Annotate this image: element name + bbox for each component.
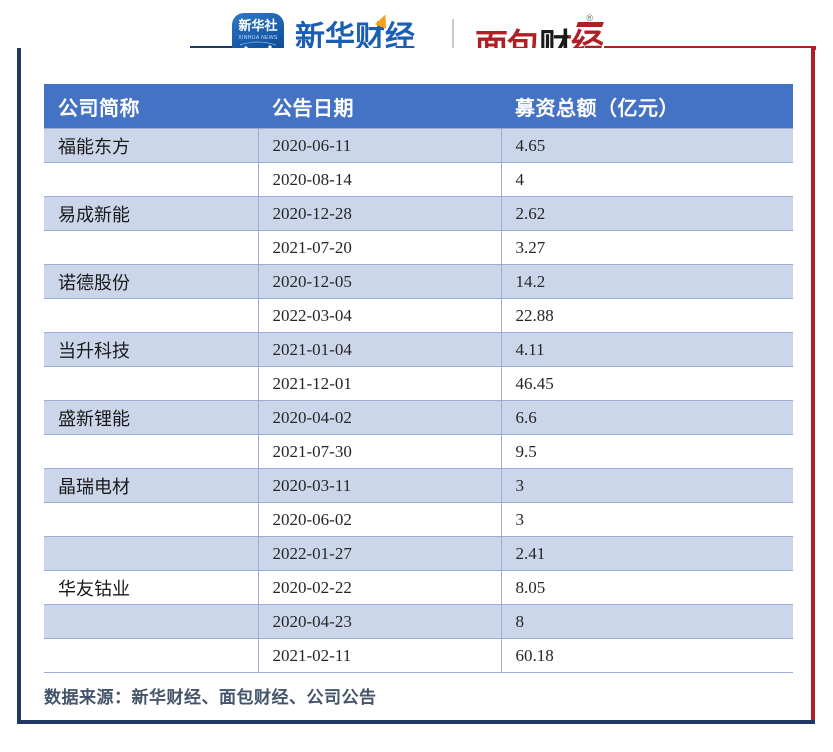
cell-company-name: 盛新锂能 (44, 400, 259, 435)
cell-announcement-date: 2021-07-20 (258, 230, 502, 265)
cell-announcement-date: 2020-12-28 (258, 196, 502, 231)
table-row: 易成新能 2020-12-28 2.62 (44, 196, 793, 231)
table-header: 公司简称 公告日期 募资总额（亿元） (44, 84, 793, 129)
cell-announcement-date: 2020-08-14 (258, 162, 502, 197)
frame-border-left (17, 48, 21, 724)
cell-company-name (44, 230, 259, 265)
cell-announcement-date: 2020-06-02 (258, 502, 502, 537)
cell-company-name (44, 536, 259, 571)
table-row: 2021-02-11 60.18 (44, 638, 793, 673)
cell-fundraising-amount: 8 (501, 604, 793, 639)
cell-company-name: 易成新能 (44, 196, 259, 231)
table-row: 盛新锂能 2020-04-02 6.6 (44, 400, 793, 435)
table-row: 2020-06-02 3 (44, 502, 793, 537)
table-body: 福能东方 2020-06-11 4.65 2020-08-14 4 易成新能 2020-12… (44, 128, 793, 673)
column-header-date: 公告日期 (258, 84, 501, 129)
fundraising-table-container: 公司简称 公告日期 募资总额（亿元） 福能东方 2020-06-11 4.65 202… (44, 84, 793, 673)
cell-company-name (44, 638, 259, 673)
table-row: 2022-01-27 2.41 (44, 536, 793, 571)
cell-company-name: 晶瑞电材 (44, 468, 259, 503)
frame-border-bottom-left (17, 720, 757, 724)
table-row: 福能东方 2020-06-11 4.65 (44, 128, 793, 163)
cell-company-name: 华友钴业 (44, 570, 259, 605)
cell-announcement-date: 2020-04-23 (258, 604, 502, 639)
cell-announcement-date: 2020-03-11 (258, 468, 502, 503)
xinhua-news-icon-label-en: XINHUA NEWS (238, 35, 278, 41)
table-row: 2021-12-01 46.45 (44, 366, 793, 401)
cell-fundraising-amount: 3.27 (501, 230, 793, 265)
cell-fundraising-amount: 9.5 (501, 434, 793, 469)
cell-company-name (44, 162, 259, 197)
table-row: 2021-07-20 3.27 (44, 230, 793, 265)
column-header-company: 公司简称 (44, 84, 258, 129)
cell-announcement-date: 2022-03-04 (258, 298, 502, 333)
cell-company-name (44, 502, 259, 537)
cell-company-name (44, 434, 259, 469)
cell-fundraising-amount: 14.2 (501, 264, 793, 299)
cell-announcement-date: 2021-02-11 (258, 638, 502, 673)
cell-company-name: 福能东方 (44, 128, 259, 163)
cell-announcement-date: 2022-01-27 (258, 536, 502, 571)
logo-divider (452, 19, 454, 59)
cell-fundraising-amount: 46.45 (501, 366, 793, 401)
cell-company-name: 诺德股份 (44, 264, 259, 299)
table-row: 2020-04-23 8 (44, 604, 793, 639)
cell-announcement-date: 2021-01-04 (258, 332, 502, 367)
cell-company-name: 当升科技 (44, 332, 259, 367)
data-source-note: 数据来源：新华财经、面包财经、公司公告 (44, 688, 377, 708)
table-row: 当升科技 2021-01-04 4.11 (44, 332, 793, 367)
column-header-amount: 募资总额（亿元） (501, 84, 793, 129)
cell-fundraising-amount: 4.11 (501, 332, 793, 367)
cell-fundraising-amount: 6.6 (501, 400, 793, 435)
cell-company-name (44, 604, 259, 639)
cell-fundraising-amount: 60.18 (501, 638, 793, 673)
cell-fundraising-amount: 3 (501, 502, 793, 537)
fundraising-table: 公司简称 公告日期 募资总额（亿元） 福能东方 2020-06-11 4.65 202… (44, 84, 793, 673)
cell-fundraising-amount: 4 (501, 162, 793, 197)
cell-announcement-date: 2021-12-01 (258, 366, 502, 401)
cell-announcement-date: 2021-07-30 (258, 434, 502, 469)
table-row: 晶瑞电材 2020-03-11 3 (44, 468, 793, 503)
cell-fundraising-amount: 4.65 (501, 128, 793, 163)
table-row: 诺德股份 2020-12-05 14.2 (44, 264, 793, 299)
cell-fundraising-amount: 2.62 (501, 196, 793, 231)
registered-trademark-icon: ® (586, 13, 593, 23)
cell-fundraising-amount: 2.41 (501, 536, 793, 571)
table-row: 2020-08-14 4 (44, 162, 793, 197)
cell-announcement-date: 2020-02-22 (258, 570, 502, 605)
table-row: 2021-07-30 9.5 (44, 434, 793, 469)
table-row: 2022-03-04 22.88 (44, 298, 793, 333)
cell-announcement-date: 2020-04-02 (258, 400, 502, 435)
cell-announcement-date: 2020-12-05 (258, 264, 502, 299)
cell-company-name (44, 366, 259, 401)
cell-fundraising-amount: 22.88 (501, 298, 793, 333)
frame-border-right (811, 48, 815, 724)
xinhua-news-icon-label-cn: 新华社 (238, 19, 278, 34)
frame-border-bottom-right (757, 720, 815, 724)
cell-fundraising-amount: 3 (501, 468, 793, 503)
cell-company-name (44, 298, 259, 333)
cell-announcement-date: 2020-06-11 (258, 128, 502, 163)
cell-fundraising-amount: 8.05 (501, 570, 793, 605)
table-header-row: 公司简称 公告日期 募资总额（亿元） (44, 84, 793, 129)
table-row: 华友钴业 2020-02-22 8.05 (44, 570, 793, 605)
